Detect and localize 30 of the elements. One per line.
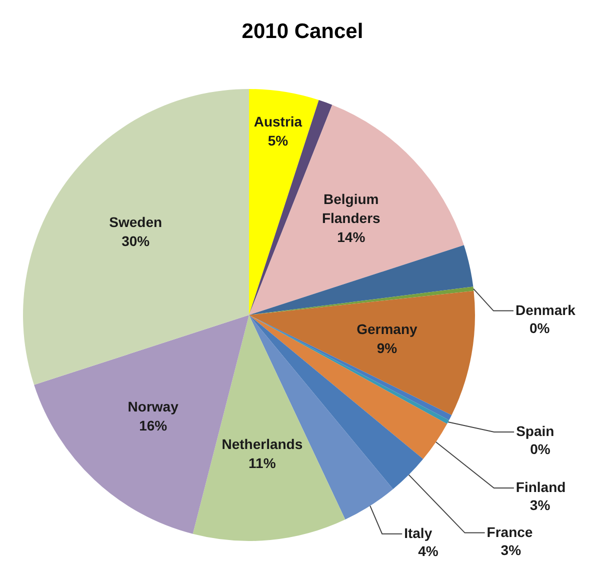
pie-slice — [249, 286, 474, 315]
data-label: 4% — [418, 542, 439, 559]
pie-slice — [192, 315, 346, 541]
pie-slice — [249, 245, 474, 315]
slice-label: Italy — [404, 524, 432, 541]
slice-label: Netherlands — [222, 436, 303, 452]
slice-label: Finland — [516, 478, 566, 495]
slice-label: Norway — [128, 398, 179, 414]
pie-slice — [249, 89, 319, 315]
chart-title: 2010 Cancel — [242, 20, 364, 43]
data-label: 30% — [122, 232, 150, 249]
slice-label: France — [486, 524, 533, 540]
pie-slice — [23, 89, 249, 385]
slice-label: Sweden — [109, 214, 162, 230]
data-label: 0% — [529, 319, 550, 336]
slice-label: Austria — [254, 113, 302, 130]
pie-slice — [249, 104, 464, 315]
slice-label: Belgium Flanders — [322, 190, 381, 226]
pie-slice — [249, 290, 475, 416]
slice-label: Germany — [356, 320, 418, 337]
data-label: 0% — [530, 440, 551, 457]
data-label: 3% — [500, 542, 522, 558]
data-label: 3% — [530, 496, 551, 513]
data-label: 9% — [376, 340, 398, 356]
data-label: 11% — [248, 454, 276, 471]
slice-label: Denmark — [515, 301, 576, 318]
data-label: 14% — [337, 228, 366, 245]
data-label: 5% — [268, 132, 289, 148]
slice-label: Spain — [516, 422, 554, 439]
data-label: 16% — [139, 417, 168, 434]
